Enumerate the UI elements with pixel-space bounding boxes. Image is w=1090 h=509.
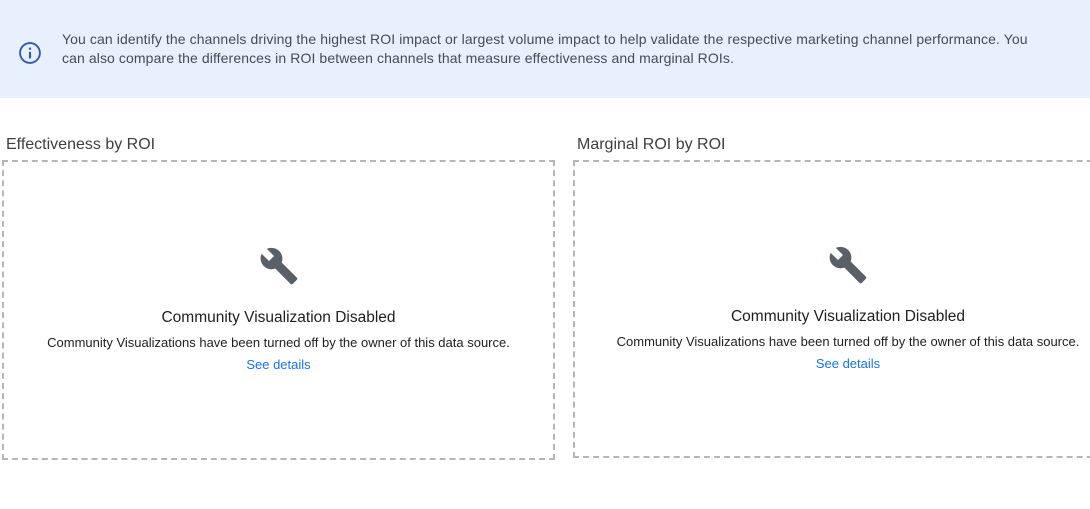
- chart-title: Effectiveness by ROI: [6, 136, 156, 153]
- see-details-link[interactable]: See details: [246, 357, 311, 372]
- chart-effectiveness-by-roi: Effectiveness by ROI Community Visualiza…: [2, 135, 555, 460]
- disabled-message: Community Visualizations have been turne…: [616, 334, 1080, 349]
- info-icon: [19, 42, 41, 64]
- community-visualization-disabled-panel: Community Visualization Disabled Communi…: [573, 160, 1090, 458]
- community-visualization-disabled-panel: Community Visualization Disabled Communi…: [2, 160, 555, 460]
- disabled-heading: Community Visualization Disabled: [161, 309, 396, 326]
- chart-marginal-roi-by-roi: Marginal ROI by ROI Community Visualizat…: [573, 135, 1090, 460]
- info-banner-message: You can identify the channels driving th…: [62, 30, 1028, 67]
- chart-title: Marginal ROI by ROI: [577, 136, 726, 153]
- wrench-icon: [260, 247, 297, 285]
- see-details-link[interactable]: See details: [815, 356, 881, 371]
- disabled-heading: Community Visualization Disabled: [730, 308, 966, 325]
- info-banner: You can identify the channels driving th…: [0, 0, 1090, 98]
- charts-row: Effectiveness by ROI Community Visualiza…: [0, 135, 1090, 460]
- wrench-icon: [829, 246, 867, 284]
- disabled-message: Community Visualizations have been turne…: [47, 335, 510, 350]
